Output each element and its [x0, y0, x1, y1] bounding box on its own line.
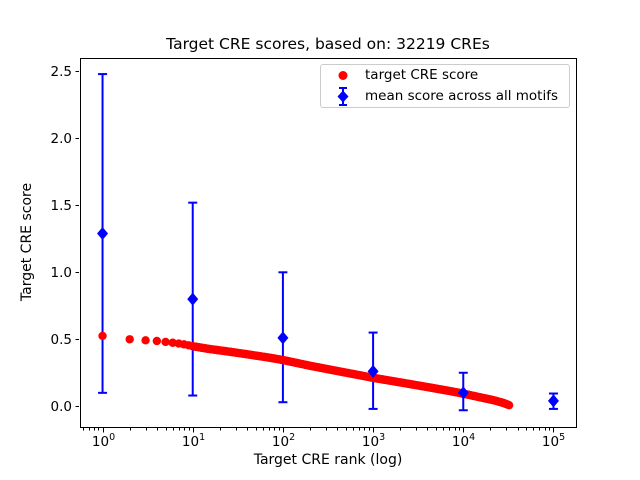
x-axis-label: Target CRE rank (log) — [253, 452, 403, 468]
chart-title: Target CRE scores, based on: 32219 CREs — [166, 35, 490, 53]
target-score-dot — [98, 331, 107, 341]
target-score-dot — [152, 336, 162, 346]
blue-diamond-errorbar-icon — [337, 87, 349, 106]
axis-ticks — [75, 71, 554, 433]
y-tick-label: 2.5 — [51, 64, 72, 80]
legend-label-mean-score: mean score across all motifs — [365, 88, 559, 104]
legend-diamond-errorbar-part — [337, 90, 349, 103]
error-bars — [98, 73, 558, 412]
red-circle-icon — [338, 71, 348, 80]
legend-label-target-score: target CRE score — [365, 67, 479, 83]
mean-score-series — [97, 226, 559, 408]
x-tick-label: 100 — [92, 432, 115, 450]
legend-entry-mean-score: mean score across all motifs — [321, 86, 569, 107]
x-tick-label: 103 — [362, 432, 385, 450]
mean-diamond-marker — [97, 226, 109, 240]
target-score-dot — [504, 400, 514, 410]
y-tick-label: 0.0 — [51, 399, 72, 415]
mean-diamond-marker — [187, 292, 199, 306]
target-score-series — [98, 331, 514, 410]
legend-red-circle — [338, 71, 348, 80]
mean-diamond-marker — [277, 331, 289, 345]
plot-frame — [80, 58, 577, 428]
y-tick-label: 2.0 — [51, 131, 72, 147]
y-tick-label: 1.0 — [51, 265, 72, 281]
x-tick-label: 101 — [182, 432, 205, 450]
target-score-dot — [141, 336, 150, 345]
y-tick-label: 1.5 — [51, 198, 72, 214]
mean-diamond-marker — [547, 394, 559, 408]
x-tick-label: 102 — [272, 432, 295, 450]
target-score-dot — [125, 335, 134, 344]
target-score-dot — [161, 337, 170, 347]
legend-entry-target-score: target CRE score — [321, 65, 569, 86]
mean-diamond-marker — [367, 364, 379, 378]
y-axis-label-text: Target CRE score — [19, 182, 35, 302]
mean-diamond-marker — [457, 386, 469, 400]
x-tick-label: 105 — [542, 432, 565, 450]
legend: target CRE score mean score across all m… — [320, 64, 570, 108]
y-tick-label: 0.5 — [51, 332, 72, 348]
x-tick-label: 104 — [452, 432, 475, 450]
